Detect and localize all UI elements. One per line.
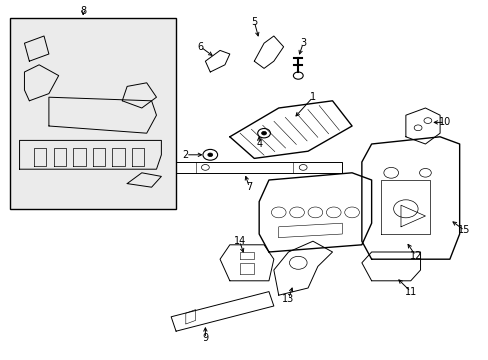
- Text: 8: 8: [80, 6, 86, 16]
- Circle shape: [261, 131, 266, 135]
- Text: 1: 1: [309, 92, 315, 102]
- Text: 13: 13: [282, 294, 294, 304]
- Text: 5: 5: [251, 17, 257, 27]
- Text: 2: 2: [183, 150, 188, 160]
- Text: 3: 3: [300, 38, 305, 48]
- Text: 4: 4: [256, 139, 262, 149]
- Bar: [10, 18, 176, 209]
- Text: 6: 6: [197, 42, 203, 52]
- Text: 11: 11: [404, 287, 416, 297]
- Text: 12: 12: [408, 251, 421, 261]
- Text: 9: 9: [202, 333, 208, 343]
- Circle shape: [207, 153, 212, 157]
- Text: 15: 15: [457, 225, 470, 235]
- Text: 7: 7: [246, 182, 252, 192]
- Text: 10: 10: [438, 117, 450, 127]
- Text: 14: 14: [233, 236, 245, 246]
